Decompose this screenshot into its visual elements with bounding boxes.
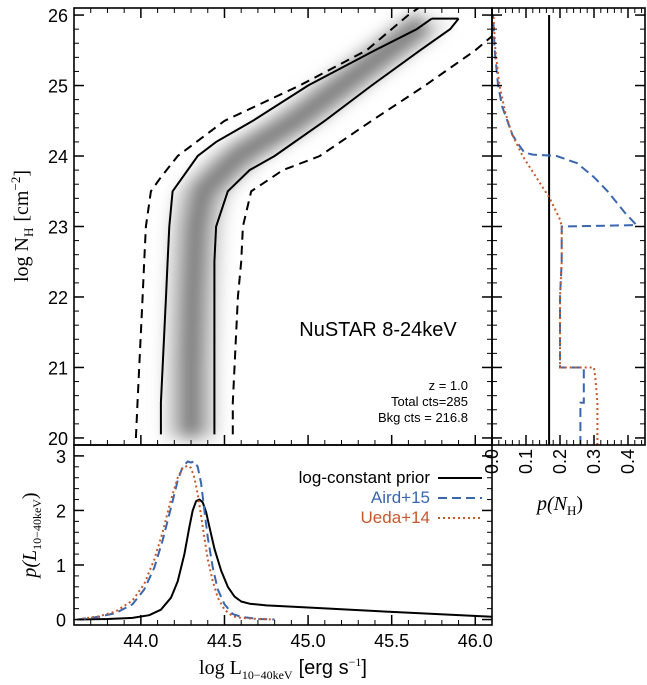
main-heatmap-panel: 20 21 22 23 24 25 26 log NH [cm−2] NuSTAR 8-24k… xyxy=(8,6,493,449)
main-y-tick-label: 22 xyxy=(48,288,68,308)
main-y-label-close: ] xyxy=(11,170,33,177)
outer-contour-right xyxy=(231,35,492,435)
main-y-label-sub: H xyxy=(21,228,36,237)
luminosity-series-dotted xyxy=(77,464,275,621)
bottom-x-tick-label: 44.5 xyxy=(207,631,242,651)
main-y-label-exp: −2 xyxy=(8,177,23,191)
main-y-ticks: 20 21 22 23 24 25 26 xyxy=(48,6,492,449)
nh-marginal-panel: 0.0 0.1 0.2 0.3 0.4 p(NH) xyxy=(482,7,646,518)
nh-series-dotted xyxy=(492,14,599,445)
luminosity-series-dashed xyxy=(77,460,275,621)
bottom-x-axis-label: log L10−40keV [erg s−1] xyxy=(199,655,367,682)
bottom-x-label-main: log L xyxy=(199,657,242,679)
probability-band xyxy=(164,11,452,438)
bottom-x-tick-label: 44.0 xyxy=(123,631,158,651)
right-x-tick-label: 0.4 xyxy=(618,449,638,474)
bottom-x-label-unit: [erg s xyxy=(299,657,349,679)
legend-label-log-constant: log-constant prior xyxy=(299,468,431,487)
main-y-tick-label: 25 xyxy=(48,77,68,97)
inner-contour-right xyxy=(213,17,460,435)
bottom-plot-area xyxy=(77,460,492,621)
right-x-label-sub: H xyxy=(567,503,576,518)
bottom-x-tick-label: 46.0 xyxy=(458,631,493,651)
nh-prior-lines xyxy=(492,14,639,445)
bottom-y-tick-label: 1 xyxy=(56,556,66,576)
main-y-tick-label: 20 xyxy=(48,429,68,449)
nustar-annotation: NuSTAR 8-24keV xyxy=(299,319,457,341)
bottom-x-label-close: ] xyxy=(361,657,367,679)
background-counts-annotation: Bkg cts = 216.8 xyxy=(378,410,468,425)
total-counts-annotation: Total cts=285 xyxy=(391,394,468,409)
bottom-y-label-main: p(L xyxy=(19,550,41,580)
right-x-tick-label: 0.1 xyxy=(516,449,536,474)
bottom-y-label-sub: 10−40keV xyxy=(30,499,44,550)
bottom-y-tick-label: 0 xyxy=(56,611,66,631)
bottom-y-tick-label: 2 xyxy=(56,501,66,521)
bottom-x-label-exp: −1 xyxy=(349,655,362,669)
right-x-tick-label: 0.3 xyxy=(584,449,604,474)
contour-lines xyxy=(134,8,492,439)
bottom-x-label-sub: 10−40keV xyxy=(242,668,293,682)
right-plot-area xyxy=(492,14,639,445)
luminosity-series-solid xyxy=(77,498,492,621)
right-x-label-main: p(N xyxy=(535,493,569,515)
bottom-x-tick-label: 45.0 xyxy=(291,631,326,651)
legend-label-ueda: Ueda+14 xyxy=(361,508,430,527)
legend: log-constant prior Aird+15 Ueda+14 xyxy=(299,468,482,527)
band-ridge xyxy=(185,17,429,438)
outer-contour-left xyxy=(134,8,419,439)
bottom-x-tick-label: 45.5 xyxy=(374,631,409,651)
bottom-y-axis-label: p(L10−40keV) xyxy=(19,492,44,579)
main-y-tick-label: 21 xyxy=(48,358,68,378)
bottom-frame xyxy=(73,444,493,626)
bottom-x-ticks: 44.0 44.5 45.0 45.5 46.0 xyxy=(73,615,493,651)
main-plot-area xyxy=(134,8,492,439)
luminosity-marginal-panel: 44.0 44.5 45.0 45.5 46.0 0 1 2 3 log-constant p… xyxy=(19,444,493,682)
right-x-axis-label: p(NH) xyxy=(535,493,583,518)
redshift-annotation: z = 1.0 xyxy=(429,378,468,393)
main-y-tick-label: 23 xyxy=(48,218,68,238)
main-y-axis-label: log NH [cm−2] xyxy=(8,170,36,282)
luminosity-prior-lines xyxy=(77,460,492,621)
right-x-label-close: ) xyxy=(576,493,583,515)
bottom-y-ticks: 0 1 2 3 xyxy=(56,447,492,631)
main-y-label-main: log N xyxy=(11,237,33,282)
right-x-tick-label: 0.2 xyxy=(550,449,570,474)
bottom-y-label-close: ) xyxy=(19,492,41,499)
right-y-ticks xyxy=(492,14,645,439)
nh-series-dashed xyxy=(492,14,639,445)
legend-label-aird: Aird+15 xyxy=(371,488,430,507)
main-y-tick-label: 24 xyxy=(48,147,68,167)
main-y-tick-label: 26 xyxy=(48,6,68,26)
bottom-y-tick-label: 3 xyxy=(56,447,66,467)
inner-contour-left xyxy=(159,17,433,435)
main-y-label-unit: [cm xyxy=(11,190,33,222)
